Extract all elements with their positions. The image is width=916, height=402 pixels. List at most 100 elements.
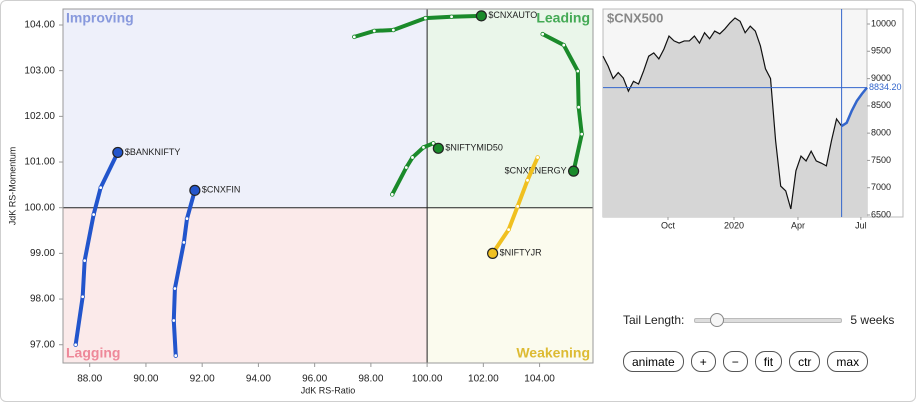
buttons: animate + − fit ctr max xyxy=(623,351,903,372)
tail-point xyxy=(184,216,190,221)
x-tick-label: 98.00 xyxy=(358,374,383,385)
tail-point xyxy=(431,141,436,146)
y-axis-title: JdK RS-Momentum xyxy=(7,147,17,226)
last-value-label: 8834.20 xyxy=(869,82,902,92)
tail-row: Tail Length: 5 weeks xyxy=(623,313,903,327)
quadrant xyxy=(63,207,428,363)
y-tick-label: 103.00 xyxy=(24,65,55,76)
mini-y-tick-label: 9500 xyxy=(871,46,891,56)
tail-value: 5 weeks xyxy=(850,313,895,327)
tail-point xyxy=(98,185,103,190)
x-tick-label: 102.00 xyxy=(468,374,499,385)
tail-line xyxy=(540,32,584,174)
tail-label: Tail Length: xyxy=(623,313,685,327)
tail-point xyxy=(390,192,395,197)
tail-point xyxy=(410,155,415,160)
tail-point xyxy=(181,240,187,245)
tail-point xyxy=(352,34,357,40)
tail-point xyxy=(82,258,87,263)
quadrant xyxy=(427,9,593,208)
y-tick-label: 104.00 xyxy=(24,20,55,31)
controls: Tail Length: 5 weeks animate + − fit ctr max xyxy=(623,313,903,372)
control-button[interactable]: ctr xyxy=(789,351,821,372)
quadrant-label: Leading xyxy=(536,10,590,26)
mini-y-tick-label: 6500 xyxy=(871,209,891,219)
tail-point xyxy=(449,14,454,19)
head-point xyxy=(432,142,444,154)
mini-x-tick-label: Apr xyxy=(791,220,805,230)
tail-point xyxy=(540,31,545,37)
quadrant-label: Weakening xyxy=(516,345,590,361)
tail-point xyxy=(576,105,581,110)
tail-point xyxy=(423,15,428,21)
quadrant xyxy=(63,9,428,208)
tail-point xyxy=(561,42,566,48)
head-point xyxy=(567,165,580,177)
y-tick-label: 101.00 xyxy=(24,157,55,168)
tail-point xyxy=(525,178,530,183)
series-label: $CNXENERGY xyxy=(505,166,567,176)
x-tick-label: 92.00 xyxy=(190,374,215,385)
mini-y-tick-label: 7000 xyxy=(871,182,891,192)
tail-slider[interactable] xyxy=(694,313,843,327)
tail-point xyxy=(171,318,176,323)
mini-x-tick-label: Jul xyxy=(855,220,867,230)
tail-point xyxy=(404,165,409,170)
y-tick-label: 100.00 xyxy=(24,202,55,213)
quadrant xyxy=(427,207,593,363)
tail-line xyxy=(352,13,484,39)
tail-point xyxy=(506,227,511,232)
series-label: $NIFTYMID50 xyxy=(445,143,503,153)
x-tick-label: 94.00 xyxy=(246,374,271,385)
plot-frame xyxy=(62,8,594,364)
series-label: $BANKNIFTY xyxy=(125,147,181,157)
control-button[interactable]: animate xyxy=(623,351,684,372)
tail-line xyxy=(171,188,197,358)
y-tick-label: 97.00 xyxy=(30,339,55,350)
head-point xyxy=(487,247,499,259)
y-tick-label: 102.00 xyxy=(24,111,55,122)
mini-y-tick-label: 8500 xyxy=(871,100,891,110)
mini-line xyxy=(602,17,843,210)
x-tick-label: 96.00 xyxy=(302,374,327,385)
quadrant-label: Lagging xyxy=(66,345,120,361)
tail-line xyxy=(73,150,120,347)
x-tick-label: 100.00 xyxy=(412,374,443,385)
series-label: $CNXAUTO xyxy=(488,10,537,20)
mini-x-tick-label: 2020 xyxy=(724,220,744,230)
mini-y-tick-label: 7500 xyxy=(871,155,891,165)
tail-point xyxy=(391,27,396,33)
head-point xyxy=(475,10,487,22)
control-button[interactable]: − xyxy=(722,351,748,372)
tail-point xyxy=(579,131,584,137)
mini-y-tick-label: 9000 xyxy=(871,73,891,83)
head-point xyxy=(189,184,201,196)
y-tick-label: 98.00 xyxy=(30,294,55,305)
mini-area xyxy=(603,18,867,218)
tail-point xyxy=(575,68,581,74)
tail-point xyxy=(421,145,426,150)
y-tick-label: 99.00 xyxy=(30,248,55,259)
tail-point xyxy=(515,204,520,209)
x-axis-title: JdK RS-Ratio xyxy=(301,385,356,395)
quadrant-label: Improving xyxy=(66,10,134,26)
x-tick-label: 104.00 xyxy=(524,374,555,385)
x-tick-label: 88.00 xyxy=(77,374,102,385)
series-label: $NIFTYJR xyxy=(500,248,543,258)
tail-point xyxy=(535,155,540,160)
control-button[interactable]: max xyxy=(827,351,869,372)
control-button[interactable]: fit xyxy=(754,351,783,372)
mini-title: $CNX500 xyxy=(607,10,663,25)
head-point xyxy=(112,146,124,159)
tail-point xyxy=(73,342,78,347)
tail-point xyxy=(372,28,377,34)
tail-point xyxy=(80,294,85,299)
tail-point xyxy=(172,286,178,291)
tail-point xyxy=(91,212,96,217)
mini-y-tick-label: 8000 xyxy=(871,128,891,138)
control-button[interactable]: + xyxy=(690,351,716,372)
x-tick-label: 90.00 xyxy=(133,374,158,385)
mini-y-tick-label: 10000 xyxy=(871,18,896,28)
